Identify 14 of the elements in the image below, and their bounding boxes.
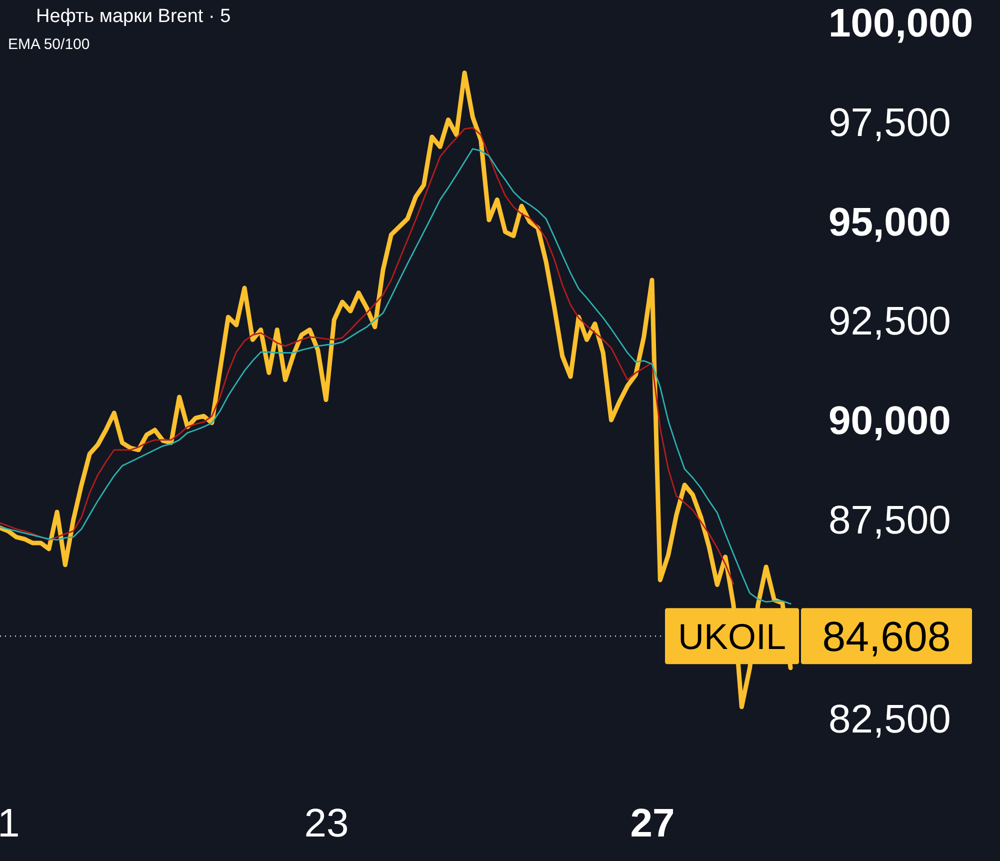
y-tick-label: 97,500 [828, 100, 951, 145]
text: EMA 50/100 [8, 36, 90, 53]
text: 84,608 [822, 613, 951, 660]
y-tick-label: 87,500 [828, 498, 951, 543]
y-tick-label: 100,000 [828, 1, 974, 46]
y-tick-label: 82,500 [828, 698, 951, 742]
y-tick-label: 92,500 [828, 300, 951, 344]
ref-line-label: UKOIL [678, 616, 786, 658]
chart-title: Нефть марки Brent · 5 [36, 6, 231, 27]
y-tick-label: 90,000 [828, 399, 951, 444]
x-tick-label: 1 [0, 802, 20, 846]
x-tick-label: 27 [630, 802, 675, 846]
x-tick-label: 23 [304, 802, 349, 846]
y-tick-label: 95,000 [828, 200, 951, 244]
